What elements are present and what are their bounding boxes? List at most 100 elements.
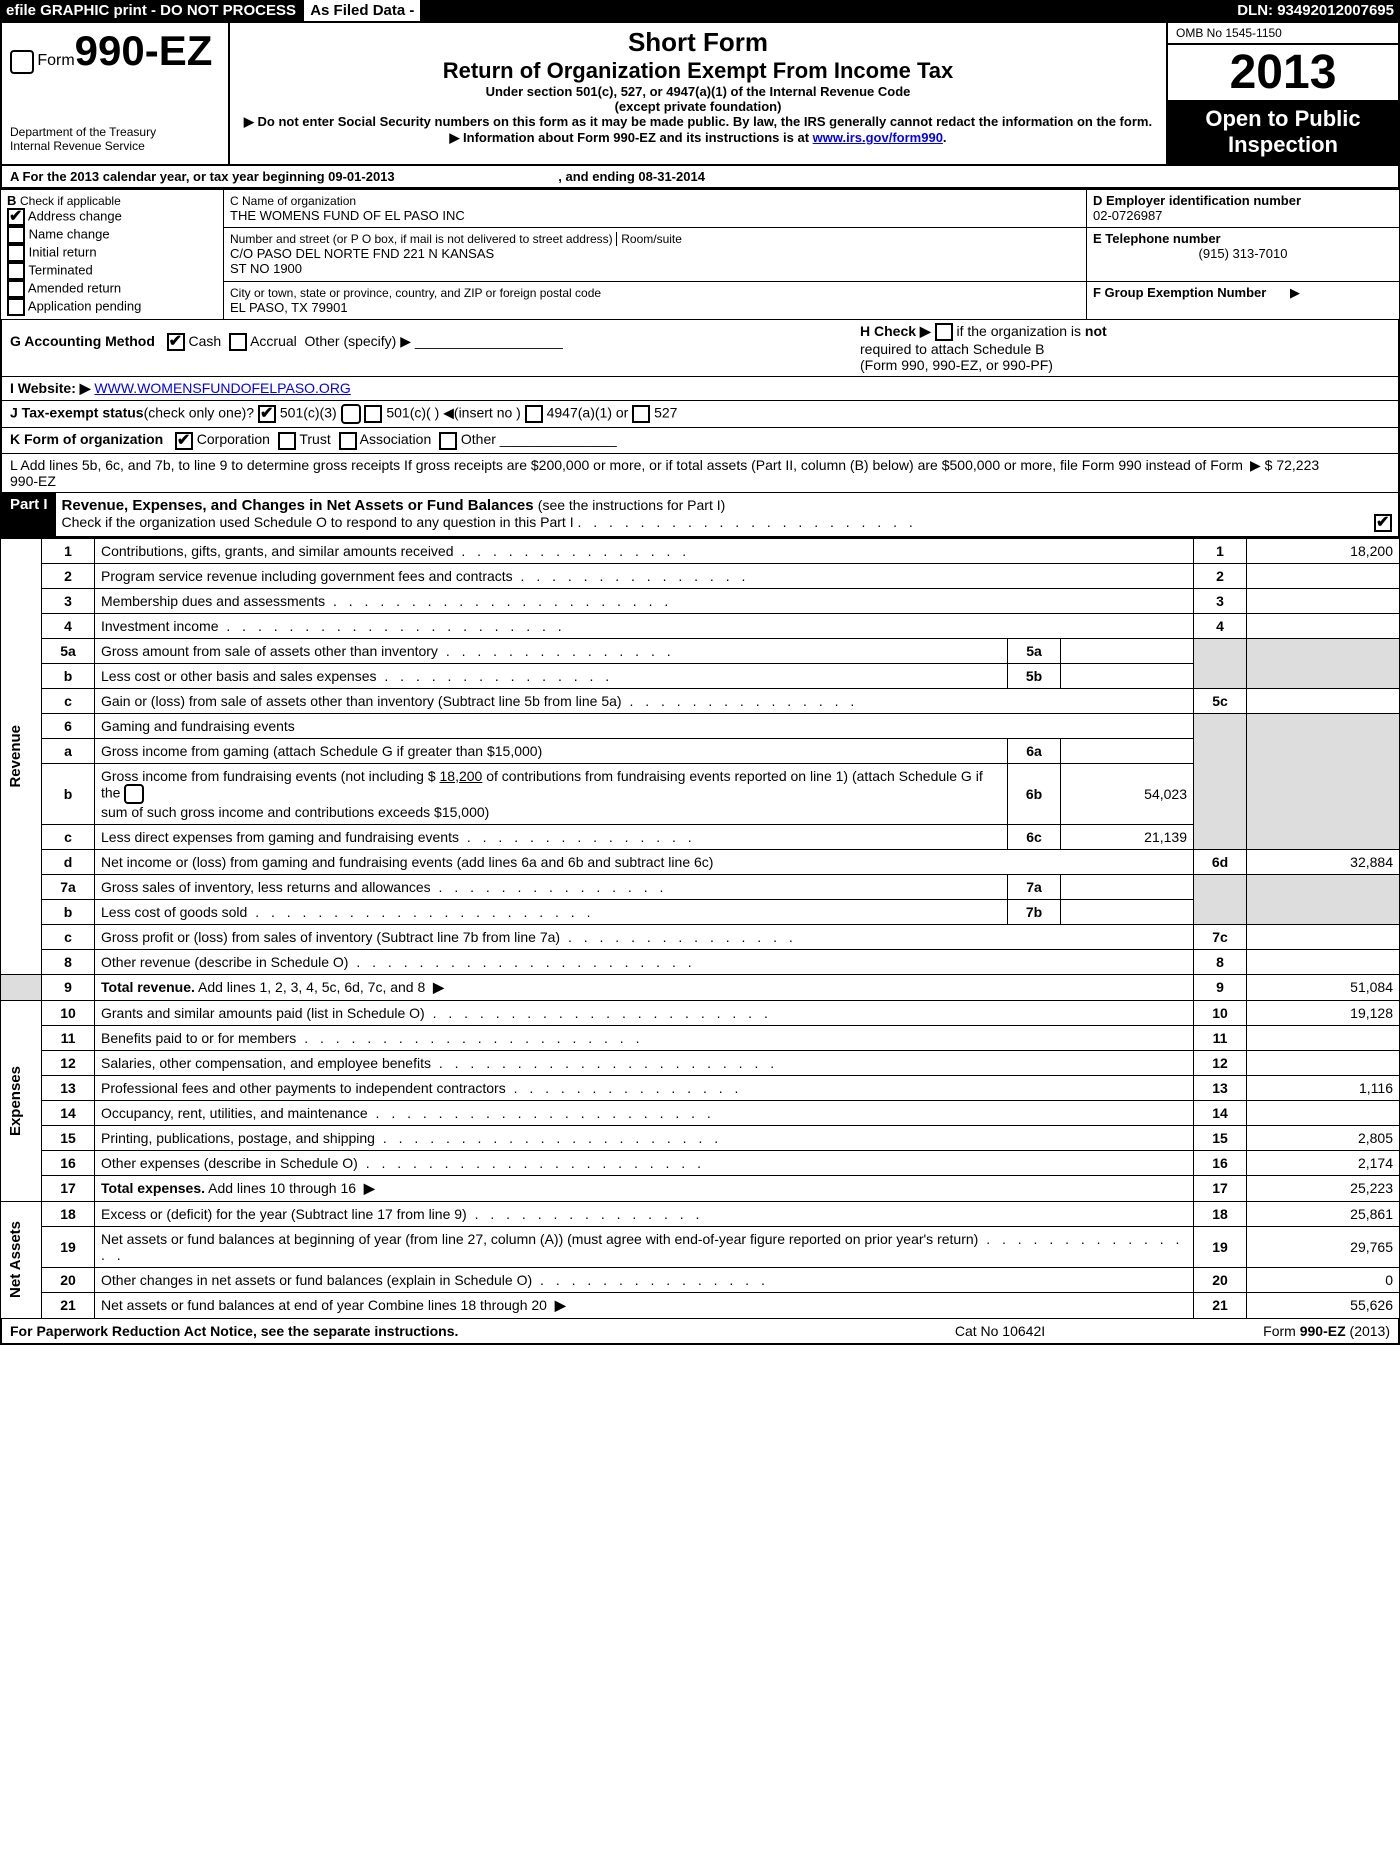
dots	[513, 568, 750, 584]
line-7c-rnum: 7c	[1194, 924, 1247, 949]
website-link[interactable]: WWW.WOMENSFUNDOFELPASO.ORG	[94, 380, 350, 396]
501c3-checkbox[interactable]	[258, 405, 276, 423]
line-14-desc: Occupancy, rent, utilities, and maintena…	[101, 1105, 368, 1121]
schedule-o-checkbox[interactable]	[1374, 514, 1392, 532]
note2-pre: ▶ Information about Form 990-EZ and its …	[449, 130, 812, 145]
dots	[560, 929, 797, 945]
line-6d: d Net income or (loss) from gaming and f…	[1, 849, 1400, 874]
shade-6v	[1247, 713, 1400, 849]
line-7a-desc: Gross sales of inventory, less returns a…	[101, 879, 431, 895]
part-i-title-paren: (see the instructions for Part I)	[538, 497, 726, 513]
footer-left: For Paperwork Reduction Act Notice, see …	[10, 1323, 870, 1339]
addr-change-checkbox[interactable]	[7, 208, 25, 226]
line-7c-desc: Gross profit or (loss) from sales of inv…	[101, 929, 560, 945]
line-5a-desc: Gross amount from sale of assets other t…	[101, 643, 438, 659]
netassets-side-label: Net Assets	[7, 1221, 24, 1298]
line-4-rnum: 4	[1194, 613, 1247, 638]
line-6d-rval: 32,884	[1247, 849, 1400, 874]
header-table: Form990-EZ Department of the Treasury In…	[0, 21, 1400, 166]
tax-year: 2013	[1168, 45, 1398, 100]
line-15-rnum: 15	[1194, 1125, 1247, 1150]
other-org-checkbox[interactable]	[439, 432, 457, 450]
line-13-desc: Professional fees and other payments to …	[101, 1080, 506, 1096]
cash-checkbox[interactable]	[167, 333, 185, 351]
header-note-1: ▶ Do not enter Social Security numbers o…	[238, 114, 1158, 130]
shade-5v	[1247, 638, 1400, 688]
dots	[375, 1130, 722, 1146]
line-5c-num: c	[42, 688, 95, 713]
dln-label: DLN:	[1237, 2, 1273, 19]
line-15: 15 Printing, publications, postage, and …	[1, 1125, 1400, 1150]
dots	[247, 904, 594, 920]
line-9-desc: Total revenue.	[101, 979, 195, 995]
shade-6	[1194, 713, 1247, 849]
line-6b: b Gross income from fundraising events (…	[1, 763, 1400, 824]
f-arrow: ▶	[1290, 285, 1300, 300]
line-13-rnum: 13	[1194, 1075, 1247, 1100]
line-7b-desc: Less cost of goods sold	[101, 904, 247, 920]
shade-7v	[1247, 874, 1400, 924]
street-label: Number and street (or P O box, if mail i…	[230, 232, 613, 246]
cash-label: Cash	[188, 333, 221, 349]
line-12-rnum: 12	[1194, 1050, 1247, 1075]
line-20-rnum: 20	[1194, 1267, 1247, 1292]
dots	[532, 1272, 769, 1288]
line-14-rval	[1247, 1100, 1400, 1125]
open-to-public: Open to Public Inspection	[1168, 100, 1398, 164]
line-11-rnum: 11	[1194, 1025, 1247, 1050]
trust-checkbox[interactable]	[278, 432, 296, 450]
line-5c-rval	[1247, 688, 1400, 713]
cap-icon-2	[124, 784, 144, 804]
short-form-title: Short Form	[238, 27, 1158, 58]
initial-return-checkbox[interactable]	[7, 244, 25, 262]
accrual-checkbox[interactable]	[229, 333, 247, 351]
line-j-tax-exempt: J Tax-exempt status(check only one)? 501…	[0, 401, 1400, 428]
pending-label: Application pending	[28, 298, 141, 313]
line-9-rval: 51,084	[1247, 974, 1400, 1000]
efile-text: efile GRAPHIC print - DO NOT PROCESS	[6, 2, 296, 19]
line-12-desc: Salaries, other compensation, and employ…	[101, 1055, 431, 1071]
irs-link[interactable]: www.irs.gov/form990	[813, 130, 943, 145]
line-5b-mnum: 5b	[1008, 663, 1061, 688]
line-9: 9 Total revenue. Add lines 1, 2, 3, 4, 5…	[1, 974, 1400, 1000]
line-11: 11 Benefits paid to or for members 11	[1, 1025, 1400, 1050]
part-i-table: Revenue 1 Contributions, gifts, grants, …	[0, 538, 1400, 1319]
line-3-num: 3	[42, 588, 95, 613]
line-7a-mnum: 7a	[1008, 874, 1061, 899]
4947-checkbox[interactable]	[525, 405, 543, 423]
line-19-desc: Net assets or fund balances at beginning…	[101, 1231, 978, 1247]
h-text2: required to attach Schedule B	[860, 341, 1044, 357]
other-org-label: Other	[461, 431, 496, 447]
line-17-rnum: 17	[1194, 1175, 1247, 1201]
corp-checkbox[interactable]	[175, 432, 193, 450]
line-8-rnum: 8	[1194, 949, 1247, 974]
line-18: Net Assets 18 Excess or (deficit) for th…	[1, 1201, 1400, 1226]
527-label: 527	[654, 405, 677, 421]
line-7a: 7a Gross sales of inventory, less return…	[1, 874, 1400, 899]
line-9-num: 9	[42, 974, 95, 1000]
line-6b-amt: 18,200	[440, 768, 483, 784]
name-change-checkbox[interactable]	[7, 226, 25, 244]
line-6c-mval: 21,139	[1061, 824, 1194, 849]
cap-icon	[341, 404, 361, 424]
line-16-num: 16	[42, 1150, 95, 1175]
line-6b-pre: Gross income from fundraising events (no…	[101, 768, 440, 784]
line-6d-num: d	[42, 849, 95, 874]
assoc-checkbox[interactable]	[339, 432, 357, 450]
line-6-desc: Gaming and fundraising events	[101, 718, 295, 734]
amended-checkbox[interactable]	[7, 280, 25, 298]
line-10-desc: Grants and similar amounts paid (list in…	[101, 1005, 425, 1021]
h-checkbox[interactable]	[935, 323, 953, 341]
line-10: Expenses 10 Grants and similar amounts p…	[1, 1000, 1400, 1025]
pending-checkbox[interactable]	[7, 298, 25, 316]
527-checkbox[interactable]	[632, 405, 650, 423]
line-3-rnum: 3	[1194, 588, 1247, 613]
org-name: THE WOMENS FUND OF EL PASO INC	[230, 208, 465, 223]
line-g-h: G Accounting Method Cash Accrual Other (…	[0, 320, 1400, 377]
terminated-checkbox[interactable]	[7, 262, 25, 280]
line-11-num: 11	[42, 1025, 95, 1050]
501c-label: 501(c)( )	[386, 405, 439, 421]
501c-checkbox[interactable]	[364, 405, 382, 423]
line-5b-num: b	[42, 663, 95, 688]
line-10-rnum: 10	[1194, 1000, 1247, 1025]
